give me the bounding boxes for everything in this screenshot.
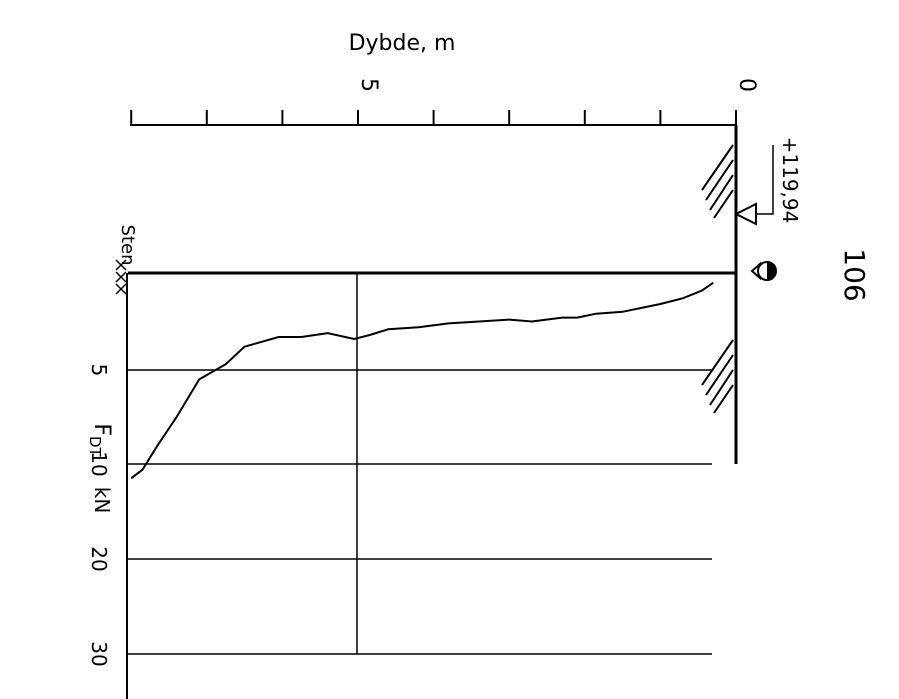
force-tick-label: 10 [87, 451, 111, 476]
ground-hatching-upper [701, 144, 734, 219]
force-tick-label-text: 10 [87, 451, 111, 476]
depth-tick-label-0: 0 [734, 78, 759, 92]
force-axis-sub: DT [86, 436, 104, 458]
sounding-id: 106 [838, 248, 871, 301]
sounding-id-text: 106 [838, 248, 871, 301]
ground-hatching-lower [701, 339, 734, 414]
depth-axis-title: Dybde, m [349, 31, 456, 56]
force-tick-label: 5 [87, 364, 111, 377]
elevation-leader-line [756, 145, 774, 215]
elevation-label-text: +119,94 [778, 137, 802, 224]
force-axis-title: FDT [86, 423, 114, 457]
depth-tick-label-5-text: 5 [356, 78, 381, 92]
elevation-label: +119,94 [778, 137, 802, 224]
force-grid: 5 10 20 30 [87, 364, 712, 667]
force-tick-label: 30 [87, 641, 111, 666]
force-tick-label-text: 20 [87, 546, 111, 571]
force-unit-text: kN [90, 487, 114, 514]
force-curve [130, 281, 714, 480]
sounding-symbol [750, 261, 777, 281]
stone-marks [115, 259, 127, 295]
force-tick-label: 20 [87, 546, 111, 571]
force-unit: kN [90, 487, 114, 514]
force-axis-title-text: FDT [86, 423, 114, 457]
force-tick-label-text: 30 [87, 641, 111, 666]
stone-label: Sten [117, 225, 138, 266]
force-axis-main: F [89, 423, 114, 436]
depth-tick-label-0-text: 0 [734, 78, 759, 92]
stone-label-text: Sten [117, 225, 138, 266]
depth-tick-label-5: 5 [356, 78, 381, 92]
depth-ticks [130, 110, 737, 125]
elevation-marker [733, 202, 757, 226]
force-tick-label-text: 5 [87, 364, 111, 377]
